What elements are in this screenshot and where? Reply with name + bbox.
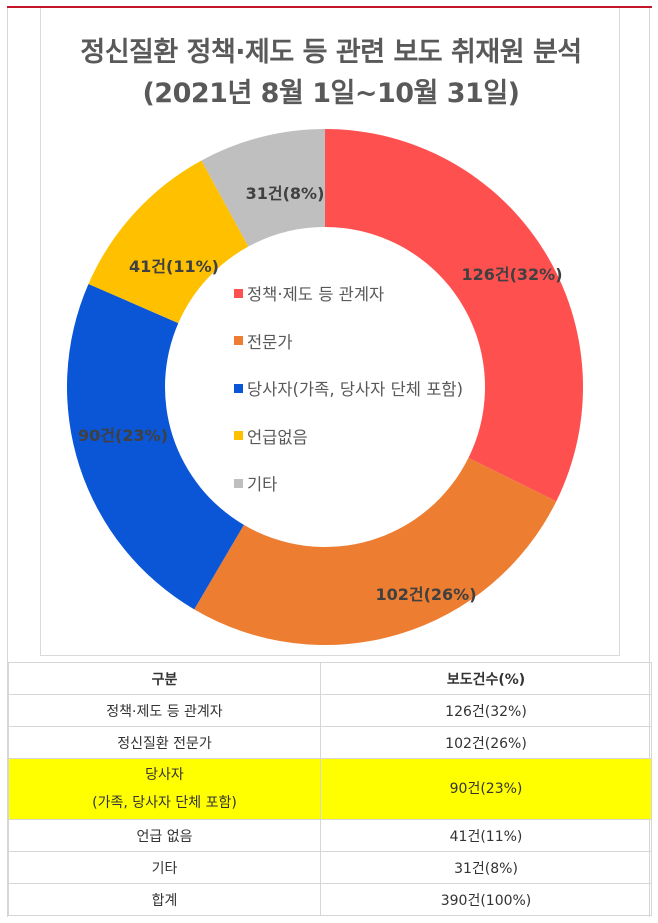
chart-title: 정신질환 정책·제도 등 관련 보도 취재원 분석 — [80, 37, 582, 68]
donut-chart-figure: 정신질환 정책·제도 등 관련 보도 취재원 분석 (2021년 8월 1일~1… — [40, 8, 620, 656]
row-category: 기타 — [8, 851, 321, 884]
legend-label: 당사자(가족, 당사자 단체 포함) — [247, 380, 464, 399]
slice-data-label: 126건(32%) — [461, 265, 562, 284]
row-value: 126건(32%) — [320, 694, 652, 727]
row-value: 102건(26%) — [320, 726, 652, 759]
legend-label: 언급없음 — [247, 427, 308, 447]
table-header-row: 구분 보도건수(%) — [8, 662, 652, 695]
source-count-table: 구분 보도건수(%) 정책·제도 등 관계자 126건(32%) 정신질환 전문… — [8, 662, 652, 916]
row-category: 당사자 (가족, 당사자 단체 포함) — [8, 758, 321, 820]
donut-chart: 126건(32%) 102건(26%) 90건(23%) 41건(11%) 31건(8%… — [66, 129, 583, 646]
row-value: 390건(100%) — [320, 883, 652, 916]
donut-slice — [325, 129, 583, 502]
slice-data-label: 90건(23%) — [78, 426, 168, 445]
donut-slice — [194, 457, 557, 646]
row-category: 정책·제도 등 관계자 — [8, 694, 321, 727]
row-category: 정신질환 전문가 — [8, 726, 321, 759]
table-row: 정책·제도 등 관계자 126건(32%) — [8, 694, 652, 727]
legend-item: 언급없음 — [234, 426, 463, 447]
donut-slice — [88, 160, 249, 324]
donut-slice — [66, 283, 244, 610]
legend-swatch-icon — [234, 478, 243, 488]
header-count: 보도건수(%) — [320, 662, 652, 695]
legend-swatch-icon — [234, 336, 243, 345]
row-category: 언급 없음 — [8, 819, 321, 852]
slice-data-label: 41건(11%) — [129, 257, 219, 276]
row-value: 90건(23%) — [320, 758, 652, 820]
article-frame — [7, 8, 650, 917]
chart-subtitle-date-range: (2021년 8월 1일~10월 31일) — [142, 78, 520, 109]
legend-swatch-icon — [234, 383, 243, 393]
row-value: 31건(8%) — [320, 851, 652, 884]
legend-item: 당사자(가족, 당사자 단체 포함) — [234, 378, 464, 399]
legend-label: 전문가 — [247, 332, 293, 352]
legend-item: 기타 — [234, 473, 463, 494]
row-category-sub: (가족, 당사자 단체 포함) — [92, 795, 237, 811]
legend-label: 기타 — [247, 475, 278, 494]
legend-label: 정책·제도 등 관계자 — [247, 285, 385, 304]
table-row: 언급 없음 41건(11%) — [8, 819, 652, 852]
legend-swatch-icon — [234, 288, 243, 298]
legend-swatch-icon — [234, 431, 243, 440]
header-category: 구분 — [8, 662, 321, 695]
row-category-main: 당사자 — [145, 767, 184, 783]
row-category: 합계 — [8, 883, 321, 916]
row-value: 41건(11%) — [320, 819, 652, 852]
table-row-total: 합계 390건(100%) — [8, 883, 652, 916]
table-row: 정신질환 전문가 102건(26%) — [8, 726, 652, 759]
legend-item: 정책·제도 등 관계자 — [234, 283, 463, 304]
slice-data-label: 102건(26%) — [375, 585, 476, 604]
table-row-highlighted: 당사자 (가족, 당사자 단체 포함) 90건(23%) — [8, 758, 652, 820]
slice-data-label: 31건(8%) — [246, 184, 325, 203]
top-red-rule — [7, 6, 652, 8]
donut-slice — [201, 129, 325, 247]
table-row: 기타 31건(8%) — [8, 851, 652, 884]
legend-item: 전문가 — [234, 331, 463, 352]
